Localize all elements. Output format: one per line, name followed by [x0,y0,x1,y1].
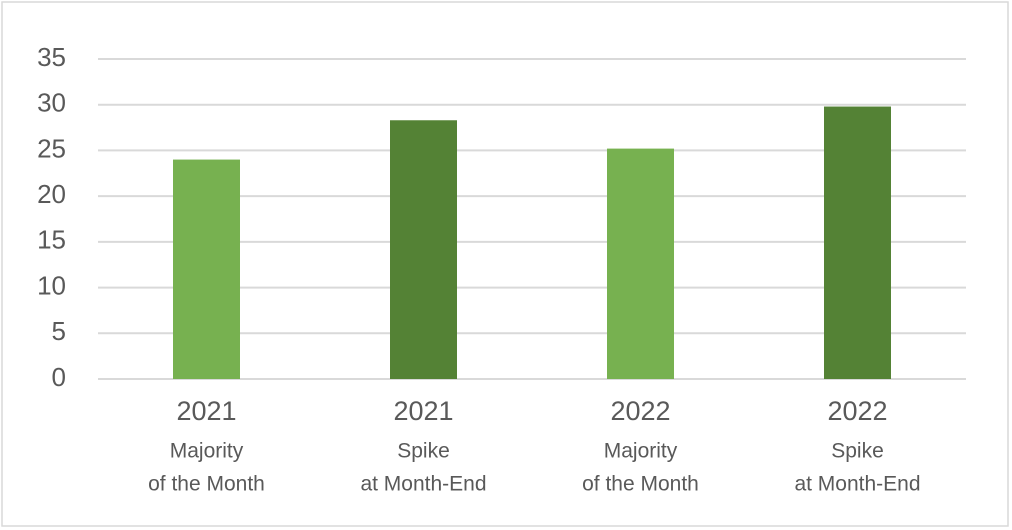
y-tick-label: 0 [52,362,66,392]
x-tick-label: 2021 [176,396,236,426]
x-tick-sublabel: Spike [397,440,450,463]
y-tick-label: 15 [37,225,66,255]
x-tick-label: 2021 [393,396,453,426]
bar [173,159,240,379]
x-tick-sublabel: at Month-End [360,473,486,496]
x-tick-sublabel: at Month-End [794,473,920,496]
y-tick-label: 35 [37,42,66,72]
bar [390,120,457,379]
x-tick-sublabel: of the Month [582,473,699,496]
y-tick-label: 5 [52,316,66,346]
x-tick-sublabel: Spike [831,440,884,463]
bar [607,148,674,379]
x-tick-label: 2022 [827,396,887,426]
x-tick-sublabel: Majority [170,440,244,463]
y-tick-label: 20 [37,179,66,209]
bar [824,106,891,380]
x-tick-sublabel: Majority [604,440,678,463]
y-tick-label: 30 [37,88,66,118]
x-tick-label: 2022 [610,396,670,426]
y-tick-label: 25 [37,133,66,163]
x-tick-sublabel: of the Month [148,473,265,496]
y-tick-label: 10 [37,270,66,300]
